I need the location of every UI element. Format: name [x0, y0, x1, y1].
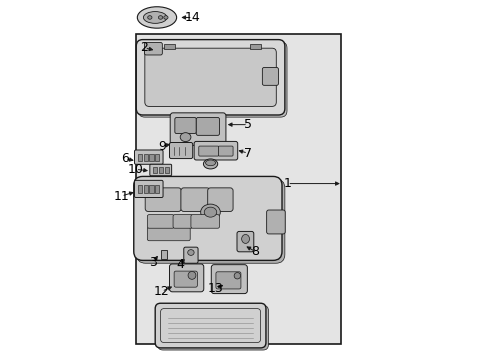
FancyBboxPatch shape [207, 188, 233, 211]
FancyBboxPatch shape [266, 210, 285, 234]
FancyBboxPatch shape [175, 117, 196, 134]
Ellipse shape [241, 234, 249, 243]
FancyBboxPatch shape [147, 227, 190, 241]
Text: 10: 10 [127, 163, 143, 176]
FancyBboxPatch shape [149, 164, 171, 176]
FancyBboxPatch shape [211, 265, 247, 294]
Bar [152, 167, 157, 173]
Bar [155, 154, 159, 161]
FancyBboxPatch shape [147, 215, 174, 228]
Ellipse shape [234, 273, 240, 279]
FancyBboxPatch shape [138, 42, 286, 117]
Ellipse shape [163, 16, 168, 19]
Bar [249, 44, 260, 49]
FancyBboxPatch shape [144, 48, 276, 107]
Text: 5: 5 [244, 118, 251, 131]
Bar [138, 185, 142, 193]
Text: 3: 3 [149, 256, 157, 269]
FancyBboxPatch shape [196, 117, 219, 135]
FancyBboxPatch shape [174, 271, 197, 287]
FancyBboxPatch shape [145, 188, 181, 211]
Bar [149, 185, 153, 193]
Text: 12: 12 [153, 285, 169, 298]
FancyBboxPatch shape [183, 247, 198, 263]
Bar [135, 33, 340, 344]
Bar [143, 185, 148, 193]
Ellipse shape [204, 207, 216, 217]
Text: 8: 8 [251, 245, 259, 258]
Text: 14: 14 [184, 11, 200, 24]
FancyBboxPatch shape [262, 67, 278, 85]
Bar [155, 185, 159, 193]
Ellipse shape [147, 16, 152, 19]
Text: 2: 2 [140, 41, 148, 54]
Text: 9: 9 [158, 140, 166, 153]
FancyBboxPatch shape [134, 180, 163, 198]
Bar [164, 167, 169, 173]
FancyBboxPatch shape [216, 272, 241, 289]
FancyBboxPatch shape [169, 264, 203, 292]
FancyBboxPatch shape [155, 303, 265, 348]
FancyBboxPatch shape [194, 141, 237, 160]
FancyBboxPatch shape [181, 188, 209, 211]
Bar [160, 250, 166, 259]
FancyBboxPatch shape [169, 143, 192, 158]
Text: 1: 1 [283, 177, 291, 190]
Ellipse shape [137, 7, 176, 28]
FancyBboxPatch shape [144, 42, 162, 55]
Bar [143, 154, 148, 161]
FancyBboxPatch shape [170, 113, 225, 145]
Text: 13: 13 [207, 283, 224, 296]
Ellipse shape [188, 271, 196, 279]
FancyBboxPatch shape [134, 176, 282, 260]
Bar [149, 154, 153, 161]
FancyBboxPatch shape [136, 40, 285, 115]
FancyBboxPatch shape [136, 179, 285, 263]
Ellipse shape [158, 16, 163, 19]
Text: 7: 7 [244, 147, 251, 160]
FancyBboxPatch shape [134, 150, 163, 164]
FancyBboxPatch shape [157, 305, 268, 350]
FancyBboxPatch shape [198, 146, 218, 156]
FancyBboxPatch shape [173, 215, 192, 228]
Bar [159, 167, 163, 173]
Ellipse shape [187, 249, 194, 255]
Bar [164, 44, 175, 49]
Ellipse shape [200, 204, 220, 220]
Text: 6: 6 [121, 152, 128, 165]
Ellipse shape [203, 159, 217, 169]
FancyBboxPatch shape [237, 231, 253, 252]
FancyBboxPatch shape [190, 215, 219, 228]
Text: 11: 11 [113, 190, 129, 203]
FancyBboxPatch shape [218, 146, 233, 156]
Bar [138, 154, 142, 161]
Ellipse shape [180, 133, 190, 141]
Text: 4: 4 [176, 258, 184, 271]
Ellipse shape [205, 160, 215, 166]
Ellipse shape [143, 12, 166, 23]
